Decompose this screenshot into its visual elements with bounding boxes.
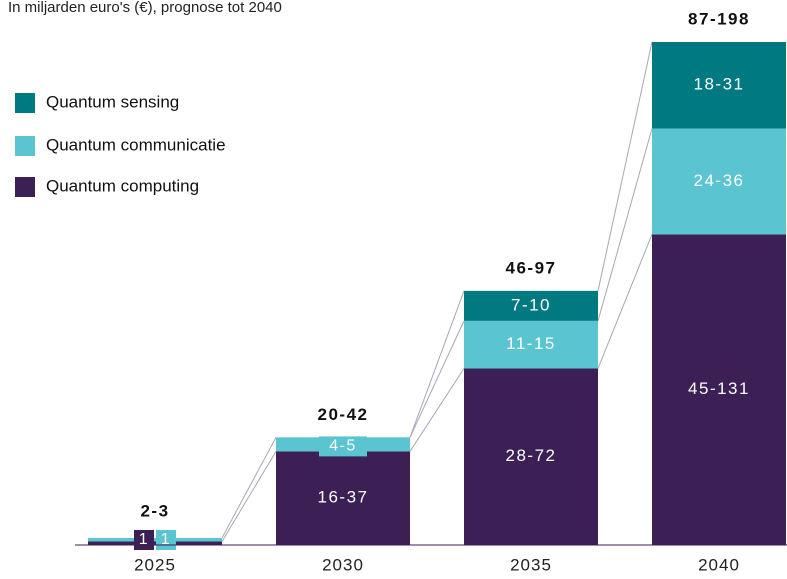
- segment-label: 1: [161, 531, 171, 548]
- legend-swatch: [15, 136, 35, 156]
- connector-line: [221, 437, 277, 539]
- legend-swatch: [15, 177, 35, 197]
- connector-line: [409, 290, 465, 438]
- connector-line: [597, 128, 653, 321]
- bar-segment: [652, 234, 786, 546]
- total-label: 87-198: [688, 9, 750, 28]
- segment-label: 18-31: [694, 75, 745, 94]
- segment-label: 28-72: [506, 446, 557, 465]
- connector-line: [221, 451, 277, 542]
- bar-segment: [652, 128, 786, 235]
- segment-label: 7-10: [511, 295, 551, 314]
- total-label: 20-42: [318, 405, 369, 424]
- bar-segment: [88, 537, 222, 542]
- segment-label: 11-15: [506, 334, 556, 353]
- bar-segment: [464, 368, 598, 545]
- segment-label: 4-5: [329, 438, 357, 455]
- label-box: [319, 436, 367, 457]
- x-tick-label: 2030: [322, 555, 364, 574]
- segment-label: 16-37: [318, 488, 369, 507]
- bar-segment: [88, 541, 222, 545]
- connector-line: [409, 368, 465, 452]
- bar-segment: [464, 320, 598, 369]
- segment-label: 24-36: [694, 171, 745, 190]
- legend-label: Quantum communicatie: [46, 135, 226, 154]
- legend-swatch: [15, 93, 35, 113]
- connector-line: [597, 234, 653, 369]
- bar-segment: [464, 290, 598, 321]
- total-label: 46-97: [506, 258, 557, 277]
- chart-title: In miljarden euro's (€), prognose tot 20…: [8, 0, 282, 16]
- bar-segment: [276, 451, 410, 545]
- legend-label: Quantum computing: [46, 176, 199, 195]
- segment-label: 45-131: [688, 379, 750, 398]
- bar-segment: [652, 42, 786, 129]
- x-tick-label: 2040: [698, 555, 740, 574]
- connector-line: [409, 320, 465, 438]
- legend-label: Quantum sensing: [46, 92, 179, 111]
- segment-label: 1: [139, 531, 149, 548]
- connector-line: [597, 41, 653, 291]
- total-label: 2-3: [140, 501, 169, 520]
- x-tick-label: 2025: [134, 555, 176, 574]
- x-tick-label: 2035: [510, 555, 552, 574]
